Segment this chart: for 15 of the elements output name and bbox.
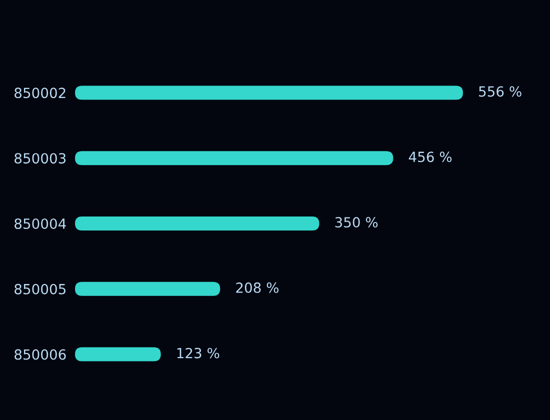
y-tick-label: 850006 — [14, 349, 66, 360]
data-label: 208 % — [236, 282, 279, 293]
bar — [75, 151, 394, 166]
bar — [75, 86, 463, 100]
data-label: 456 % — [408, 152, 452, 162]
bar — [75, 216, 320, 230]
y-tick-label: 850003 — [14, 153, 66, 164]
bar — [75, 282, 220, 296]
bar — [75, 347, 161, 362]
y-tick-label: 850002 — [14, 88, 66, 98]
y-tick-label: 850005 — [14, 284, 66, 294]
data-label: 556 % — [479, 86, 522, 97]
data-label: 123 % — [177, 348, 220, 358]
y-tick-label: 850004 — [14, 218, 66, 229]
data-label: 350 % — [335, 217, 378, 228]
